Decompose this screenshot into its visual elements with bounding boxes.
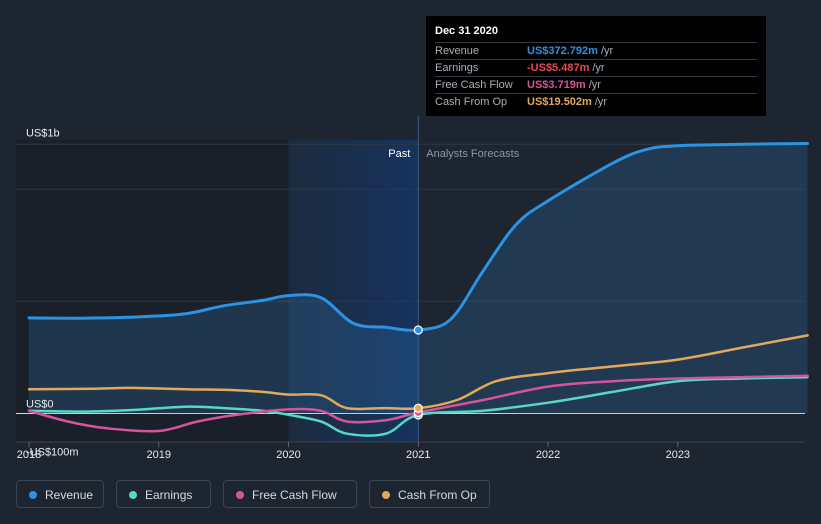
- legend-label: Free Cash Flow: [252, 488, 337, 502]
- series-line-free-cash-flow: [27, 374, 809, 433]
- series-line-earnings: [27, 375, 809, 437]
- tooltip-row-free-cash-flow: Free Cash Flow US$3.719m/yr: [435, 76, 757, 93]
- forecast-label: Analysts Forecasts: [426, 148, 519, 160]
- tooltip-label: Earnings: [435, 62, 479, 74]
- tooltip-value: US$372.792m/yr: [527, 45, 614, 57]
- tooltip-label: Cash From Op: [435, 96, 508, 108]
- legend-dot-icon: [382, 491, 390, 499]
- legend-cash-from-op-button[interactable]: Cash From Op: [369, 480, 490, 508]
- past-region-highlight: [288, 140, 419, 442]
- tooltip-row-earnings: Earnings -US$5.487m/yr: [435, 59, 757, 76]
- tooltip-date: Dec 31 2020: [435, 25, 498, 37]
- marker-cash-from-op: [413, 403, 423, 413]
- series-area-revenue: [29, 143, 808, 414]
- tooltip-label: Free Cash Flow: [435, 79, 513, 91]
- marker-revenue: [413, 325, 423, 335]
- y-tick-label: US$1b: [26, 127, 60, 139]
- tooltip-row-revenue: Revenue US$372.792m/yr: [435, 42, 757, 59]
- series-line-revenue: [27, 142, 810, 332]
- x-tick-label: 2018: [17, 449, 41, 461]
- legend-label: Revenue: [45, 488, 94, 502]
- x-tick-label: 2023: [666, 449, 690, 461]
- past-label: Past: [388, 148, 410, 160]
- x-tick-label: 2022: [536, 449, 560, 461]
- y-tick-label: -US$100m: [26, 446, 79, 458]
- x-tick-label: 2020: [276, 449, 300, 461]
- legend-label: Cash From Op: [398, 488, 477, 502]
- y-tick-label: US$0: [26, 398, 54, 410]
- x-tick-label: 2019: [147, 449, 171, 461]
- legend-dot-icon: [29, 491, 37, 499]
- legend-dot-icon: [236, 491, 244, 499]
- tooltip-label: Revenue: [435, 45, 480, 57]
- tooltip: Dec 31 2020 Revenue US$372.792m/yr Earni…: [426, 16, 766, 116]
- legend-revenue-button[interactable]: Revenue: [16, 480, 104, 508]
- tooltip-value: -US$5.487m/yr: [527, 62, 605, 74]
- x-tick-label: 2021: [406, 449, 430, 461]
- series-line-cash-from-op: [27, 334, 809, 411]
- tooltip-value: US$19.502m/yr: [527, 96, 608, 108]
- tooltip-row-cash-from-op: Cash From Op US$19.502m/yr: [435, 93, 757, 110]
- legend-earnings-button[interactable]: Earnings: [116, 480, 211, 508]
- legend-free-cash-flow-button[interactable]: Free Cash Flow: [223, 480, 357, 508]
- legend-dot-icon: [129, 491, 137, 499]
- legend-label: Earnings: [145, 488, 193, 502]
- tooltip-value: US$3.719m/yr: [527, 79, 601, 91]
